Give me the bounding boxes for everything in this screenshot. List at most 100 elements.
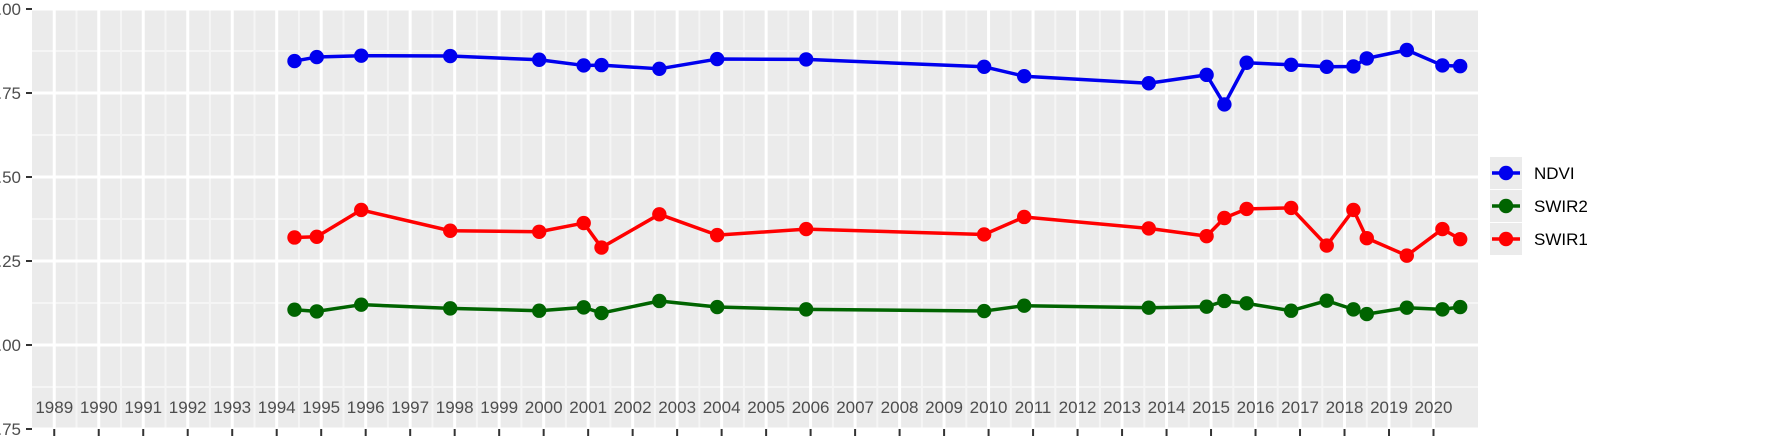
data-point bbox=[1435, 58, 1450, 73]
data-point bbox=[532, 303, 547, 318]
x-tick-label: 2006 bbox=[792, 398, 830, 417]
data-point bbox=[1141, 76, 1156, 91]
data-point bbox=[287, 53, 302, 69]
series-swir2 bbox=[287, 293, 1468, 322]
data-point bbox=[1435, 221, 1450, 237]
y-tick-label: 1.25 bbox=[0, 252, 21, 271]
data-point bbox=[1399, 42, 1415, 58]
data-point bbox=[354, 48, 369, 63]
data-point bbox=[1016, 69, 1032, 84]
data-point bbox=[576, 300, 591, 315]
x-tick-label: 1990 bbox=[80, 398, 118, 417]
data-point bbox=[1217, 97, 1232, 112]
data-point bbox=[1217, 210, 1232, 226]
data-point bbox=[576, 215, 591, 231]
x-tick-label: 2018 bbox=[1326, 398, 1364, 417]
legend-key-point bbox=[1498, 165, 1514, 181]
y-tick-label: 0.75 bbox=[0, 420, 21, 439]
legend-label: NDVI bbox=[1534, 164, 1575, 183]
legend-label: SWIR1 bbox=[1534, 230, 1588, 249]
x-tick-label: 2000 bbox=[525, 398, 563, 417]
x-tick-label: 2020 bbox=[1415, 398, 1453, 417]
x-tick-label: 2010 bbox=[970, 398, 1008, 417]
series-swir1 bbox=[287, 200, 1468, 263]
x-tick-label: 1991 bbox=[124, 398, 162, 417]
data-point bbox=[1319, 293, 1334, 308]
data-point bbox=[1346, 302, 1361, 317]
data-point bbox=[1239, 55, 1254, 70]
data-point bbox=[532, 52, 547, 67]
data-point bbox=[309, 229, 324, 245]
data-point bbox=[709, 51, 725, 67]
x-tick-label: 1993 bbox=[213, 398, 251, 417]
data-point bbox=[594, 240, 609, 255]
data-point bbox=[1239, 201, 1254, 217]
y-tick-label: 1.00 bbox=[0, 336, 21, 355]
data-point bbox=[1217, 293, 1232, 309]
data-point bbox=[1453, 299, 1468, 315]
data-point bbox=[1199, 299, 1214, 314]
data-point bbox=[652, 61, 667, 77]
data-point bbox=[443, 301, 458, 316]
data-point bbox=[1359, 51, 1374, 66]
legend-item-swir1[interactable]: SWIR1 bbox=[1490, 223, 1588, 255]
data-point bbox=[1199, 228, 1214, 244]
x-tick-label: 2015 bbox=[1192, 398, 1230, 417]
data-point bbox=[354, 202, 369, 218]
legend-item-ndvi[interactable]: NDVI bbox=[1490, 157, 1575, 189]
data-point bbox=[709, 227, 725, 243]
data-point bbox=[1453, 58, 1468, 74]
x-tick-label: 1989 bbox=[35, 398, 73, 417]
data-point bbox=[1016, 209, 1032, 225]
data-point bbox=[976, 227, 992, 242]
gridlines-minor bbox=[32, 9, 1478, 429]
x-tick-label: 2019 bbox=[1370, 398, 1408, 417]
data-point bbox=[594, 305, 609, 321]
data-point bbox=[1283, 57, 1299, 72]
data-point bbox=[354, 297, 369, 312]
data-point bbox=[652, 207, 667, 222]
data-point bbox=[1453, 231, 1468, 247]
data-point bbox=[1359, 306, 1374, 322]
chart-legend: NDVI SWIR2 SWIR1 bbox=[1490, 157, 1588, 255]
data-point bbox=[1399, 248, 1415, 263]
data-point bbox=[798, 302, 814, 317]
data-point bbox=[576, 58, 591, 73]
x-tick-label: 1999 bbox=[480, 398, 518, 417]
data-point bbox=[976, 59, 992, 74]
data-point bbox=[1239, 296, 1254, 311]
x-tick-label: 1992 bbox=[169, 398, 207, 417]
data-point bbox=[1399, 300, 1415, 315]
x-tick-label: 2003 bbox=[658, 398, 696, 417]
x-tick-label: 2001 bbox=[569, 398, 607, 417]
x-tick-label: 2012 bbox=[1059, 398, 1097, 417]
data-point bbox=[1319, 238, 1334, 253]
x-tick-label: 2013 bbox=[1103, 398, 1141, 417]
x-tick-label: 1994 bbox=[258, 398, 296, 417]
y-tick-label: 2.00 bbox=[0, 0, 21, 19]
legend-label: SWIR2 bbox=[1534, 197, 1588, 216]
axis-tick-marks bbox=[26, 8, 1435, 436]
x-tick-label: 1997 bbox=[391, 398, 429, 417]
legend-item-swir2[interactable]: SWIR2 bbox=[1490, 190, 1588, 222]
x-tick-label: 2009 bbox=[925, 398, 963, 417]
x-tick-label: 2007 bbox=[836, 398, 874, 417]
data-point bbox=[798, 221, 814, 237]
x-tick-label: 1996 bbox=[347, 398, 385, 417]
x-tick-label: 2017 bbox=[1281, 398, 1319, 417]
data-point bbox=[1359, 230, 1374, 246]
data-point bbox=[1141, 300, 1156, 315]
data-point bbox=[1346, 202, 1361, 218]
data-point bbox=[1016, 298, 1032, 313]
data-point bbox=[287, 230, 302, 245]
x-tick-label: 1998 bbox=[436, 398, 474, 417]
data-point bbox=[709, 299, 725, 315]
legend-key-point bbox=[1498, 231, 1514, 247]
x-tick-label: 2016 bbox=[1237, 398, 1275, 417]
data-point bbox=[309, 304, 324, 319]
x-tick-label: 2014 bbox=[1148, 398, 1186, 417]
x-tick-label: 2011 bbox=[1015, 398, 1052, 417]
data-point bbox=[652, 293, 667, 309]
data-series-group bbox=[287, 42, 1468, 322]
